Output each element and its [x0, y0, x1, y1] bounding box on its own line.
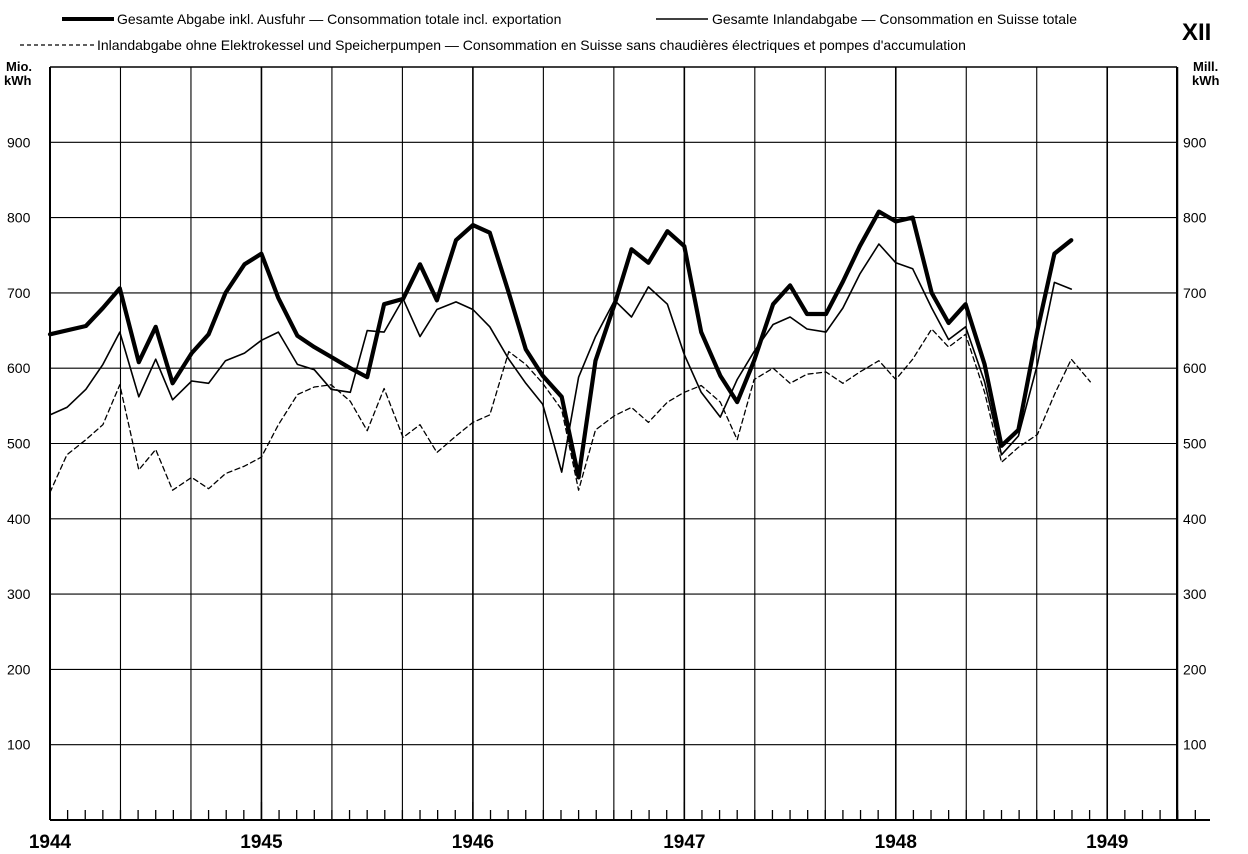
y-tick-label-left: 200 [7, 661, 31, 677]
y-tick-label-right: 500 [1183, 436, 1207, 452]
y-unit-right-line1: Mill. [1193, 59, 1218, 74]
y-tick-label-right: 600 [1183, 360, 1207, 376]
series-lines [47, 209, 1091, 494]
y-unit-left-line1: Mio. [6, 59, 32, 74]
x-year-label: 1948 [875, 832, 917, 853]
y-tick-label-right: 100 [1183, 737, 1207, 753]
y-tick-label-left: 600 [7, 360, 31, 376]
legend-label-domestic-total: Gesamte Inlandabgabe — Consommation en S… [712, 11, 1077, 27]
x-year-label: 1947 [663, 832, 705, 853]
legend-label-total-incl-export: Gesamte Abgabe inkl. Ausfuhr — Consommat… [117, 11, 561, 27]
x-year-label: 1944 [29, 832, 72, 853]
y-tick-label-right: 200 [1183, 661, 1207, 677]
x-tick-labels: 1944 1945 1946 1947 1948 1949 [29, 832, 1129, 853]
y-tick-label-right: 300 [1183, 586, 1207, 602]
series-line-2 [49, 243, 1073, 473]
y-tick-label-left: 300 [7, 586, 31, 602]
x-year-label: 1949 [1086, 832, 1128, 853]
y-tick-label-left: 700 [7, 285, 31, 301]
y-tick-label-left: 500 [7, 436, 31, 452]
y-unit-left-line2: kWh [4, 73, 32, 88]
grid [49, 67, 1179, 820]
x-year-label: 1946 [452, 832, 494, 853]
y-tick-label-left: 400 [7, 511, 31, 527]
y-tick-label-right: 900 [1183, 134, 1207, 150]
y-tick-label-left: 800 [7, 210, 31, 226]
y-tick-label-left: 100 [7, 737, 31, 753]
y-tick-label-right: 700 [1183, 285, 1207, 301]
legend: Gesamte Abgabe inkl. Ausfuhr — Consommat… [20, 11, 1077, 53]
legend-label-domestic-excl-boilers: Inlandabgabe ohne Elektrokessel und Spei… [97, 37, 966, 53]
y-tick-labels: 100 100 200 200 300 300 400 400 500 500 600 600 700 7… [7, 134, 1207, 752]
y-tick-label-left: 900 [7, 134, 31, 150]
y-tick-label-right: 400 [1183, 511, 1207, 527]
figure-number: XII [1182, 19, 1211, 46]
y-unit-right-line2: kWh [1192, 73, 1220, 88]
series-line-1 [47, 209, 1074, 480]
series-line-3 [49, 328, 1091, 494]
x-year-label: 1945 [240, 832, 283, 853]
y-tick-label-right: 800 [1183, 210, 1207, 226]
axes [49, 66, 1210, 821]
